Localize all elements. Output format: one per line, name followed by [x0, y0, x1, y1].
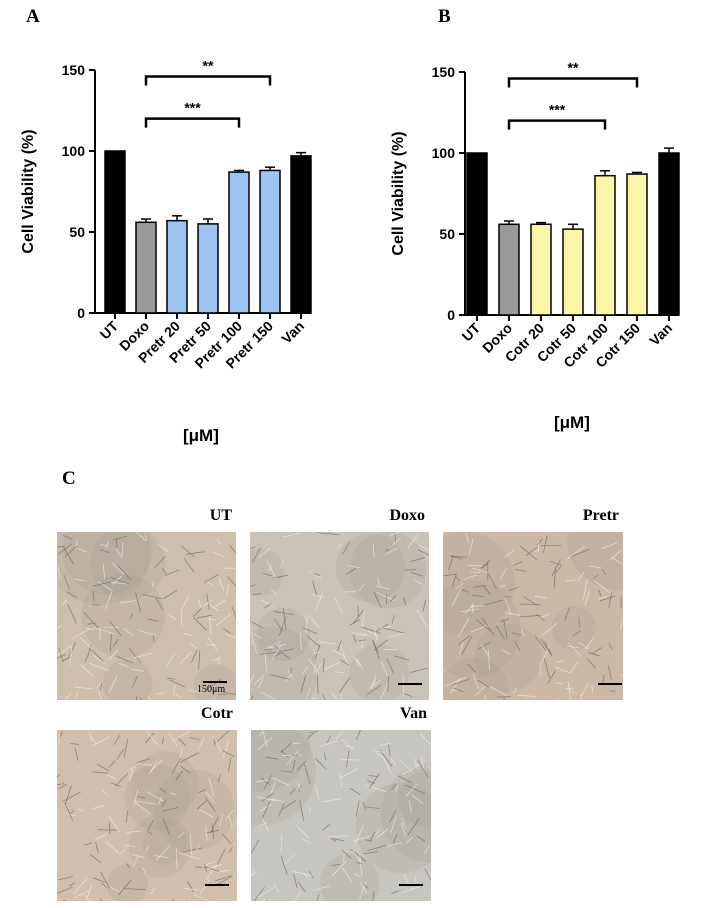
chart-a-ytick-label: 50: [69, 224, 85, 240]
chart-a-category-label-6: Van: [278, 318, 307, 347]
micrograph-title-ut: UT: [209, 507, 232, 524]
chart-b-ytick-label: 50: [439, 226, 455, 242]
panel-b-letter: B: [438, 6, 451, 27]
scale-bar: [203, 681, 227, 683]
chart-b-significance-label-1: ***: [549, 102, 566, 118]
scale-bar: [399, 884, 423, 886]
chart-a-bar-1: [135, 221, 157, 314]
chart-b-bar-0: [466, 152, 488, 316]
chart-a-category-label-0: UT: [97, 317, 122, 342]
chart-b-significance-bracket-0: [507, 77, 639, 88]
chart-a-ytick-label: 150: [62, 62, 86, 78]
chart-b-significance-label-0: **: [568, 59, 579, 75]
chart-b-unit-label: [μM]: [554, 413, 590, 432]
chart-b-ylabel: Cell Viability (%): [390, 131, 407, 255]
chart-a-significance-label-0: **: [203, 57, 214, 73]
panel-c-letter: C: [62, 468, 76, 489]
micrograph-image-ut: [57, 532, 236, 700]
chart-b-ytick-label: 100: [432, 145, 456, 161]
scale-bar-label: 150μm: [197, 684, 226, 695]
micrograph-title-pretr: Pretr: [582, 507, 619, 524]
chart-b-category-label-0: UT: [459, 319, 484, 344]
micrograph-title-van: Van: [400, 705, 427, 722]
chart-a-bar-0: [104, 150, 126, 314]
micrograph-title-cotr: Cotr: [201, 705, 233, 722]
chart-b-bar-4: [594, 174, 616, 316]
chart-b-category-label-6: Van: [646, 320, 675, 349]
micrograph-image-doxo: [250, 532, 429, 700]
chart-b-bar-2: [530, 223, 552, 316]
micrograph-image-pretr: [443, 532, 623, 700]
scale-bar: [598, 683, 622, 685]
chart-a-bar-3: [197, 223, 219, 314]
chart-b-bar-3: [562, 228, 584, 316]
chart-a-significance-label-1: ***: [184, 100, 201, 116]
micrograph-image-van: [251, 730, 431, 901]
chart-a-significance-bracket-1: [144, 117, 241, 128]
panel-a-letter: A: [26, 6, 40, 27]
chart-a-ytick-label: 100: [62, 143, 86, 159]
chart-b-bar-5: [626, 173, 648, 316]
micrograph-title-doxo: Doxo: [389, 507, 425, 524]
chart-a-bar-5: [259, 169, 281, 314]
chart-b-ytick-label: 0: [447, 307, 455, 323]
chart-a-ylabel: Cell Viability (%): [20, 129, 37, 253]
chart-b-ytick-label: 150: [432, 64, 456, 80]
chart-b-bar-1: [498, 223, 520, 316]
scale-bar: [205, 884, 229, 886]
chart-a-bar-4: [228, 171, 250, 314]
chart-a-unit-label: [μM]: [183, 426, 219, 445]
chart-a-bar-2: [166, 219, 188, 314]
chart-b-significance-bracket-1: [507, 119, 607, 130]
chart-a-significance-bracket-0: [144, 75, 272, 86]
scale-bar: [398, 683, 422, 685]
micrograph-image-cotr: [57, 730, 237, 901]
chart-a-bar-6: [290, 155, 312, 314]
chart-a-ytick-label: 0: [77, 305, 85, 321]
chart-b-bar-6: [658, 152, 680, 316]
